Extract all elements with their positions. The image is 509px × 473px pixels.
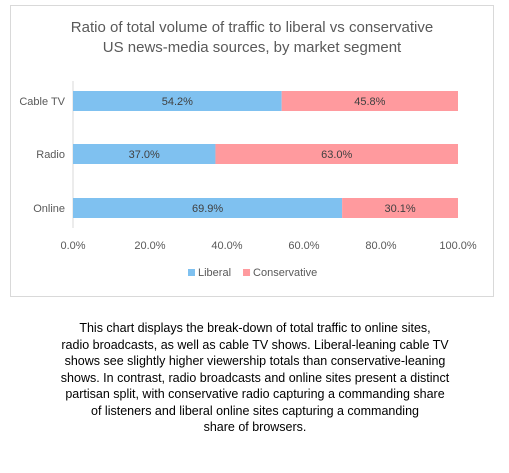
chart-title-line-1: Ratio of total volume of traffic to libe… [70,19,434,36]
x-tick-label: 100.0% [439,240,477,252]
x-tick-label: 40.0% [211,240,242,252]
bar-conservative-online [342,198,458,218]
bar-liberal-radio [73,144,216,164]
x-tick-label: 20.0% [134,240,165,252]
x-tick-label: 0.0% [60,240,85,252]
chart-title-line-2: US news-media sources, by market segment [102,39,402,56]
caption-line: partisan split, with conservative radio … [65,387,445,401]
caption-line: radio broadcasts, as well as cable TV sh… [61,337,449,352]
caption-line: of listeners and liberal online sites ca… [91,403,419,418]
chart-frame: Ratio of total volume of traffic to libe… [10,5,494,297]
data-label: 45.8% [354,96,385,108]
caption-line: shows. In contrast, radio broadcasts and… [60,370,450,385]
caption-line: This chart displays the break-down of to… [79,321,431,335]
x-tick-label: 80.0% [365,240,396,252]
chart-caption: This chart displays the break-down of to… [30,320,480,436]
category-label: Online [33,203,65,215]
category-label: Radio [36,149,65,161]
legend-label-liberal: Liberal [198,267,231,279]
legend-swatch-liberal [188,269,195,276]
caption-line: shows see slightly higher viewership tot… [64,354,446,368]
bar-liberal-cable-tv [73,91,282,111]
bar-liberal-online [73,198,343,218]
stacked-bar-chart: 54.2% 45.8% Cable TV 37.0% 63.0% Radio 69.9% 30… [19,81,477,279]
data-label: 37.0% [129,149,160,161]
data-label: 69.9% [192,203,223,215]
x-tick-label: 60.0% [288,240,319,252]
caption-line: share of browsers. [203,420,307,434]
legend-swatch-conservative [243,269,251,276]
bar-conservative-cable-tv [281,91,458,111]
data-label: 54.2% [162,96,193,108]
legend-label-conservative: Conservative [253,267,317,279]
data-label: 30.1% [384,203,415,215]
bar-conservative-radio [215,144,458,164]
category-label: Cable TV [19,96,65,108]
data-label: 63.0% [321,149,352,161]
